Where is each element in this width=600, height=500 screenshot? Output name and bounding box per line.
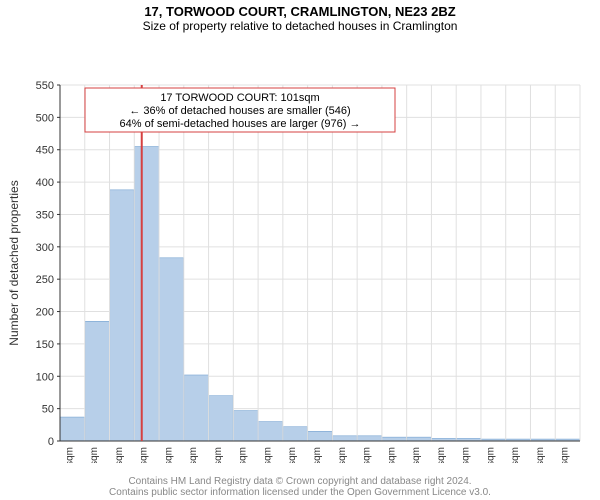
x-tick-label: 268sqm	[337, 447, 348, 463]
histogram-bar	[308, 431, 332, 441]
y-tick-label: 550	[36, 80, 54, 92]
x-tick-label: 125sqm	[163, 447, 174, 463]
y-tick-label: 50	[42, 404, 54, 416]
x-tick-label: 85sqm	[114, 447, 125, 463]
histogram-bar	[60, 417, 84, 441]
footer-attribution: Contains HM Land Registry data © Crown c…	[0, 476, 600, 498]
x-tick-label: 64sqm	[89, 447, 100, 463]
y-tick-label: 250	[36, 274, 54, 286]
y-tick-label: 0	[48, 436, 54, 448]
y-tick-label: 450	[36, 145, 54, 157]
chart-container: 17, TORWOOD COURT, CRAMLINGTON, NE23 2BZ…	[0, 0, 600, 500]
x-tick-label: 350sqm	[436, 447, 447, 463]
histogram-bar	[159, 258, 183, 441]
x-tick-label: 329sqm	[411, 447, 422, 463]
histogram-bar	[135, 146, 159, 441]
histogram-bar	[283, 427, 307, 441]
x-tick-label: 288sqm	[362, 447, 373, 463]
x-tick-label: 166sqm	[213, 447, 224, 463]
y-axis-label: Number of detached properties	[7, 180, 21, 345]
histogram-bar	[407, 437, 431, 441]
histogram-bar	[382, 437, 406, 441]
y-tick-label: 100	[36, 371, 54, 383]
y-tick-label: 400	[36, 177, 54, 189]
y-tick-label: 350	[36, 209, 54, 221]
histogram-bar	[258, 422, 282, 441]
histogram-bar	[209, 396, 233, 441]
x-tick-label: 370sqm	[461, 447, 472, 463]
footer-line-2: Contains public sector information licen…	[0, 487, 600, 498]
x-tick-label: 248sqm	[312, 447, 323, 463]
x-tick-label: 186sqm	[238, 447, 249, 463]
histogram-bar	[234, 411, 258, 441]
histogram-bar	[110, 190, 134, 441]
footer-line-1: Contains HM Land Registry data © Crown c…	[0, 476, 600, 487]
histogram-bar	[357, 436, 381, 441]
x-tick-label: 451sqm	[560, 447, 571, 463]
info-line-1: 17 TORWOOD COURT: 101sqm	[160, 92, 319, 104]
x-tick-label: 410sqm	[510, 447, 521, 463]
y-tick-label: 500	[36, 112, 54, 124]
x-tick-label: 207sqm	[262, 447, 273, 463]
y-tick-label: 300	[36, 242, 54, 254]
y-tick-label: 200	[36, 307, 54, 319]
x-tick-label: 431sqm	[535, 447, 546, 463]
histogram-bar	[333, 436, 357, 441]
histogram-bar	[184, 375, 208, 441]
address-title: 17, TORWOOD COURT, CRAMLINGTON, NE23 2BZ	[0, 0, 600, 19]
x-tick-label: 227sqm	[287, 447, 298, 463]
histogram-chart: 0 50 100 150 200 250 300 350 400 450 500 550 44sqm 64…	[0, 33, 600, 463]
x-tick-label: 44sqm	[64, 447, 75, 463]
x-tick-label: 309sqm	[386, 447, 397, 463]
info-line-3: 64% of semi-detached houses are larger (…	[120, 118, 361, 130]
x-tick-label: 390sqm	[485, 447, 496, 463]
x-tick-label: 105sqm	[139, 447, 150, 463]
x-tick-label: 146sqm	[188, 447, 199, 463]
y-tick-label: 150	[36, 339, 54, 351]
histogram-bar	[85, 321, 109, 441]
info-line-2: ← 36% of detached houses are smaller (54…	[129, 105, 350, 117]
subtitle: Size of property relative to detached ho…	[0, 19, 600, 33]
